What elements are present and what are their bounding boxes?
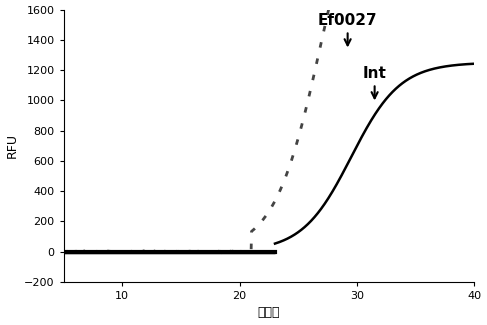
Text: Ef0027: Ef0027 bbox=[318, 13, 377, 45]
Y-axis label: RFU: RFU bbox=[5, 133, 19, 158]
Text: Int: Int bbox=[363, 66, 387, 98]
X-axis label: 循环数: 循环数 bbox=[258, 306, 280, 319]
